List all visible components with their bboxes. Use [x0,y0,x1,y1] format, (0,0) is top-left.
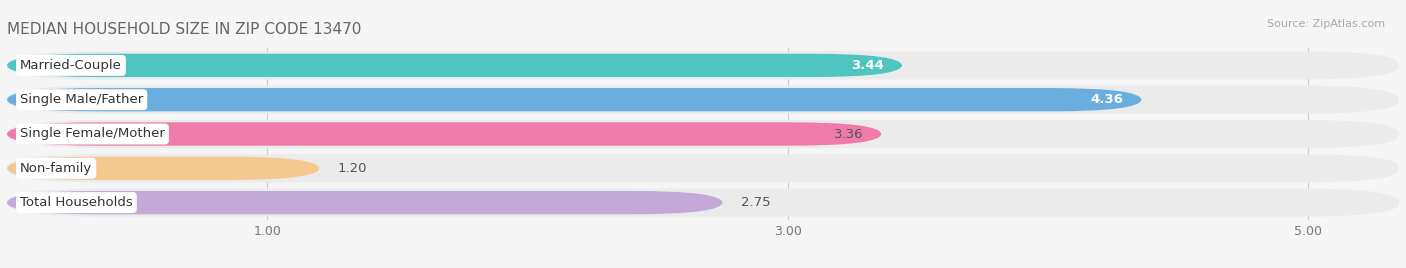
FancyBboxPatch shape [7,157,319,180]
Text: 2.75: 2.75 [741,196,770,209]
FancyBboxPatch shape [7,51,1399,79]
FancyBboxPatch shape [7,191,723,214]
Text: MEDIAN HOUSEHOLD SIZE IN ZIP CODE 13470: MEDIAN HOUSEHOLD SIZE IN ZIP CODE 13470 [7,22,361,37]
Text: 3.44: 3.44 [851,59,884,72]
FancyBboxPatch shape [7,189,1399,217]
Text: Source: ZipAtlas.com: Source: ZipAtlas.com [1267,19,1385,29]
Text: Single Female/Mother: Single Female/Mother [20,128,165,140]
FancyBboxPatch shape [7,120,1399,148]
Text: Married-Couple: Married-Couple [20,59,122,72]
Text: Total Households: Total Households [20,196,132,209]
Text: 1.20: 1.20 [337,162,367,175]
FancyBboxPatch shape [7,122,882,146]
FancyBboxPatch shape [7,86,1399,114]
FancyBboxPatch shape [7,154,1399,182]
FancyBboxPatch shape [7,88,1142,111]
Text: 3.36: 3.36 [834,128,863,140]
FancyBboxPatch shape [7,54,903,77]
Text: 4.36: 4.36 [1090,93,1123,106]
Text: Single Male/Father: Single Male/Father [20,93,143,106]
Text: Non-family: Non-family [20,162,93,175]
